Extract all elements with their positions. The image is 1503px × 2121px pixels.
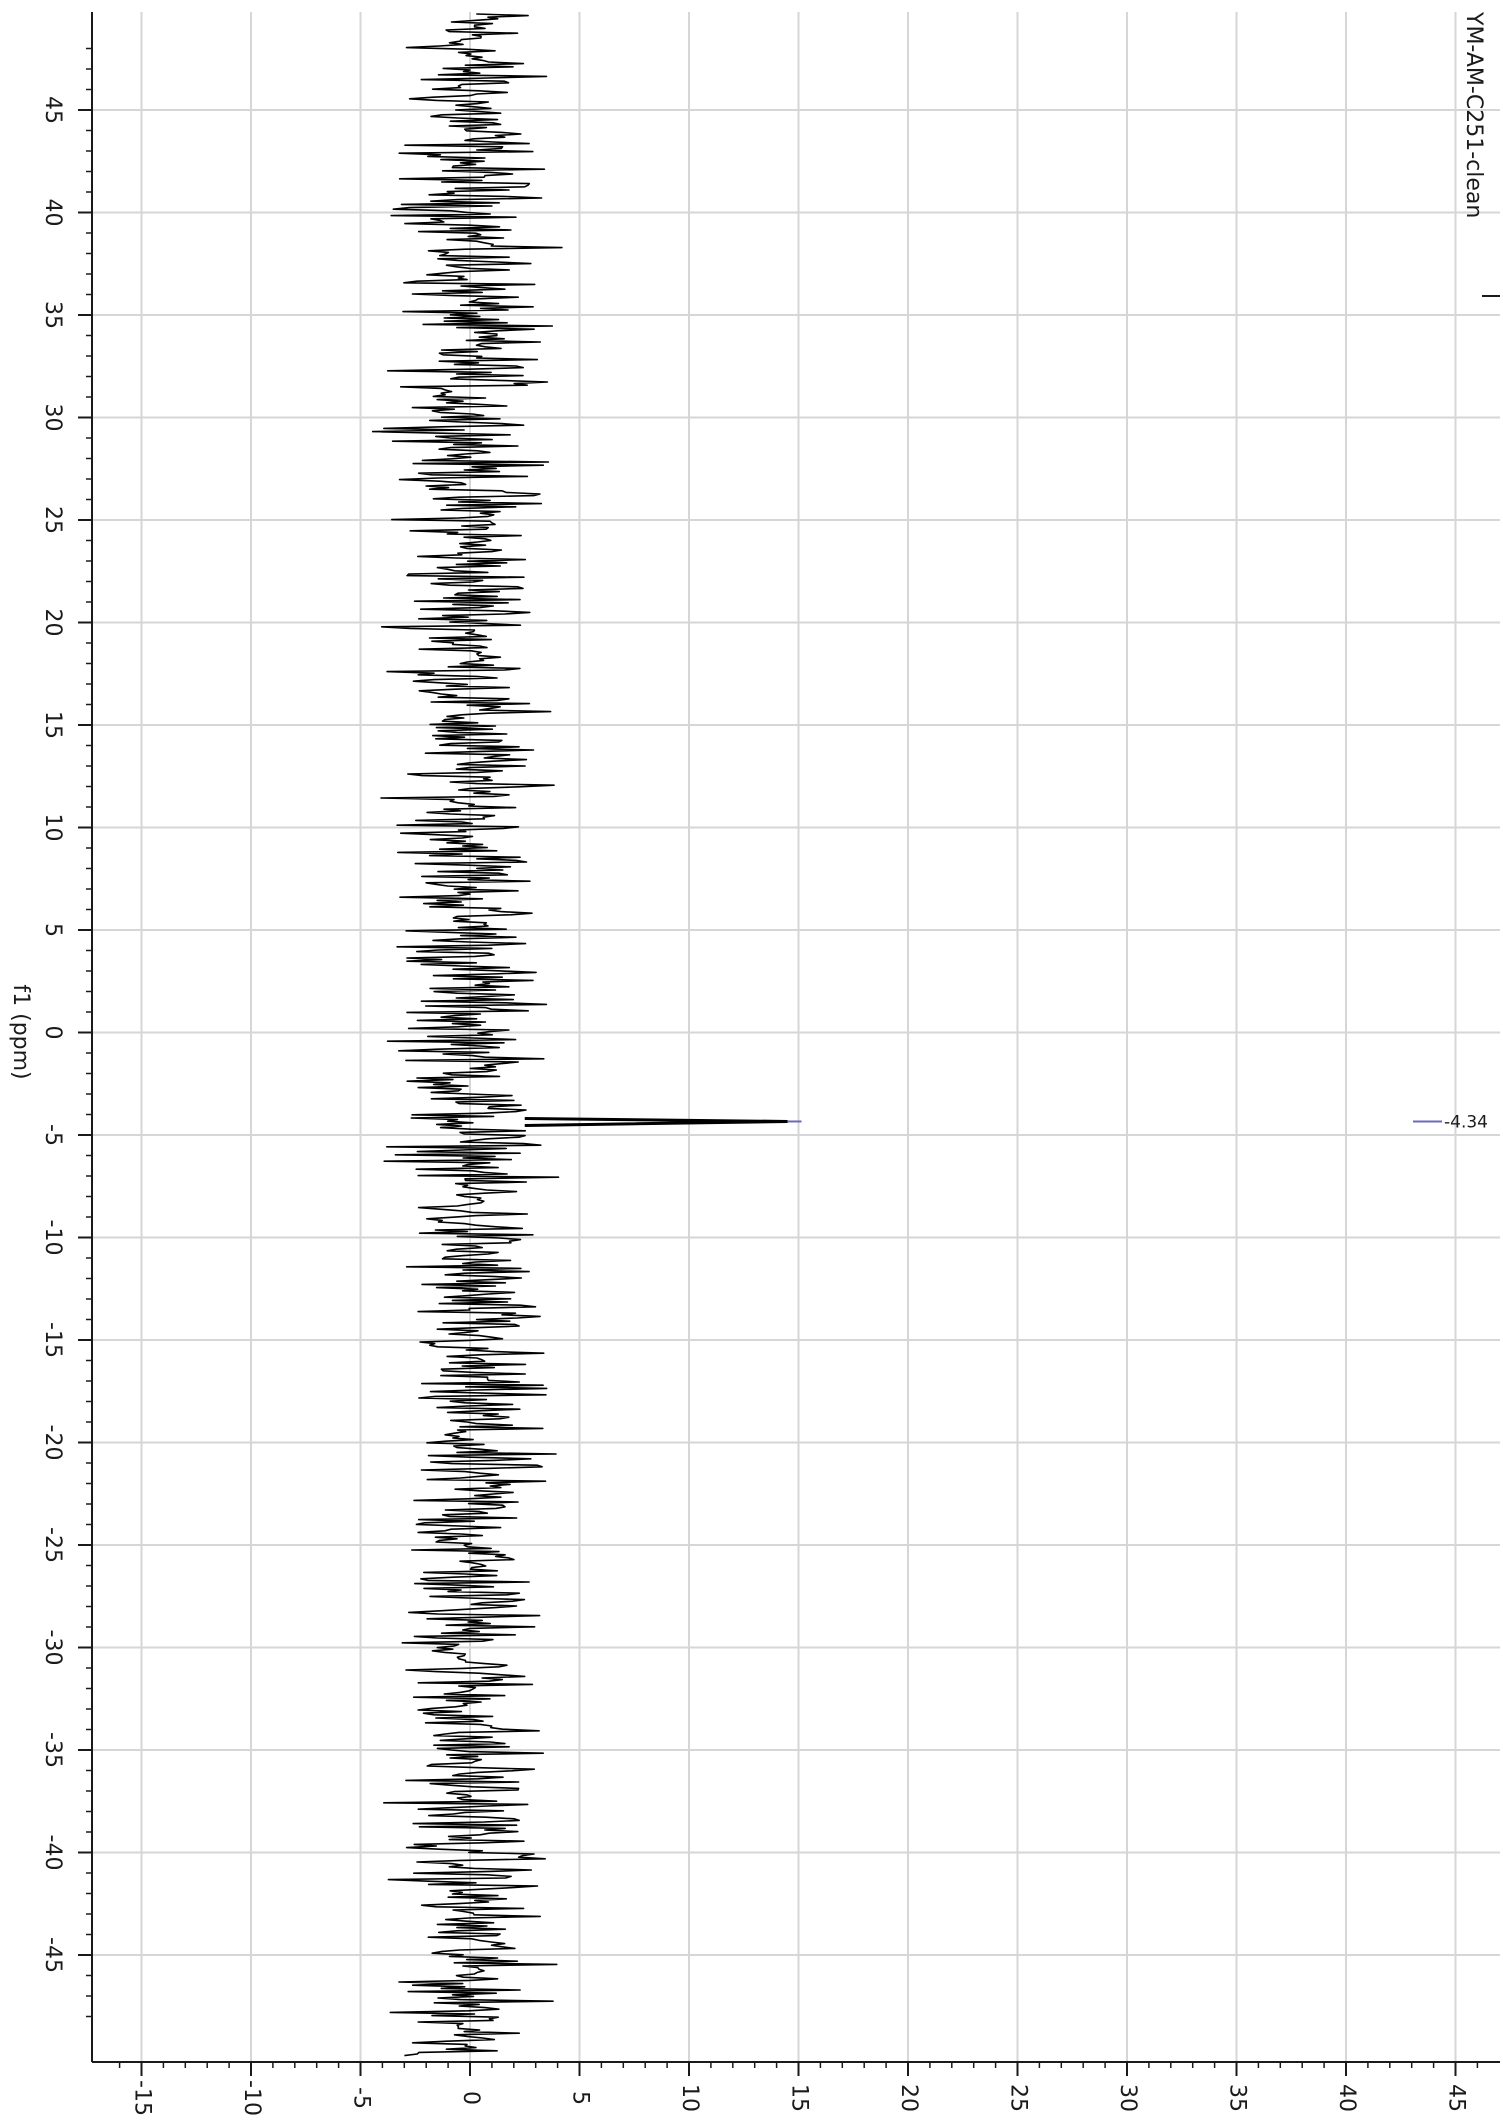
f1-tick-label: -35	[40, 1732, 65, 1768]
peak-line	[524, 1116, 788, 1127]
f1-tick-label: 0	[40, 1026, 65, 1040]
f1-tick-label: 10	[40, 814, 65, 842]
f1-tick-label: -45	[40, 1937, 65, 1973]
intensity-tick-label: 35	[1225, 2084, 1250, 2112]
f1-tick-label: -10	[40, 1220, 65, 1256]
f1-tick-label: -30	[40, 1630, 65, 1666]
f1-tick-label: 35	[40, 301, 65, 329]
intensity-tick-label: 45	[1444, 2084, 1469, 2112]
intensity-tick-label: 0	[458, 2091, 483, 2105]
f1-tick-label: -5	[40, 1124, 65, 1146]
tick-labels: 45 40 35 30 25 20 15 10 5 0 -5 -10 -15 -20 -25 -30 -35 -4…	[40, 96, 1469, 2116]
intensity-tick-label: 20	[896, 2084, 921, 2112]
intensity-tick-label: -10	[239, 2080, 264, 2116]
intensity-tick-label: 15	[787, 2084, 812, 2112]
f1-tick-label: -25	[40, 1527, 65, 1563]
f1-tick-label: -20	[40, 1425, 65, 1461]
chart-title: YM-AM-C251-clean	[1461, 11, 1486, 218]
f1-tick-label: -15	[40, 1322, 65, 1358]
f1-tick-label: 5	[40, 923, 65, 937]
intensity-tick-label: 5	[568, 2091, 593, 2105]
axis-ticks	[78, 47, 1479, 2076]
f1-tick-label: 20	[40, 609, 65, 637]
f1-tick-label: 45	[40, 96, 65, 124]
intensity-tick-label: 25	[1006, 2084, 1031, 2112]
intensity-tick-label: -5	[349, 2087, 374, 2109]
f1-tick-label: -40	[40, 1835, 65, 1871]
f1-tick-label: 15	[40, 711, 65, 739]
intensity-tick-label: -15	[130, 2080, 155, 2116]
spectrum-line	[371, 13, 563, 2057]
peak-annotation-label: -4.34	[1444, 1112, 1488, 1132]
f1-tick-label: 30	[40, 404, 65, 432]
f1-tick-label: 40	[40, 199, 65, 227]
grid-lines	[92, 12, 1500, 2062]
intensity-tick-label: 40	[1334, 2084, 1359, 2112]
f1-axis-label: f1 (ppm)	[8, 984, 33, 1079]
f1-tick-label: 25	[40, 506, 65, 534]
intensity-tick-label: 10	[677, 2084, 702, 2112]
intensity-tick-label: 30	[1115, 2084, 1140, 2112]
